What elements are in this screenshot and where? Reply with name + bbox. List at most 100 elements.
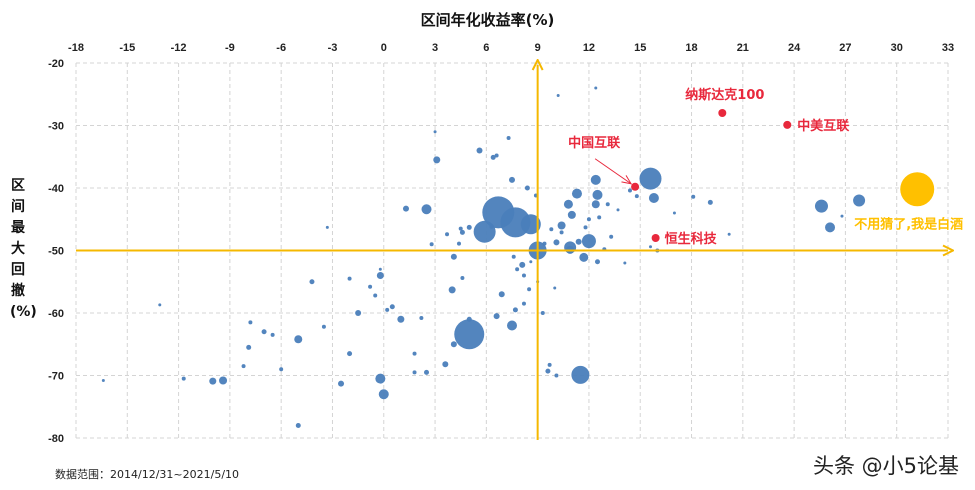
fund-bubble xyxy=(553,286,557,290)
fund-bubble xyxy=(515,267,520,272)
y-tick-label: -70 xyxy=(48,371,64,383)
fund-bubble xyxy=(429,242,434,247)
fund-bubble xyxy=(389,304,395,310)
y-tick-label: -80 xyxy=(48,433,64,445)
fund-bubble xyxy=(101,379,105,382)
fund-bubble xyxy=(456,241,461,246)
fund-bubble xyxy=(557,221,566,230)
fund-bubble xyxy=(466,224,472,230)
x-tick-label: 15 xyxy=(634,42,646,54)
fund-bubble xyxy=(511,254,516,259)
fund-bubble xyxy=(397,315,405,323)
fund-bubble xyxy=(521,301,526,306)
x-tick-label: 33 xyxy=(942,42,954,54)
highlight-point xyxy=(631,182,640,191)
fund-bubble xyxy=(559,230,564,235)
fund-bubble xyxy=(520,214,541,235)
x-tick-label: -18 xyxy=(68,42,84,54)
fund-bubble xyxy=(373,293,378,298)
x-tick-label: -3 xyxy=(328,42,338,54)
x-tick-label: 21 xyxy=(737,42,749,54)
fund-bubble xyxy=(493,313,500,320)
reference-lines xyxy=(76,65,948,440)
fund-bubble xyxy=(597,215,602,220)
x-tick-label: -15 xyxy=(119,42,135,54)
fund-bubble xyxy=(459,229,465,235)
highlight-point xyxy=(651,234,660,242)
fund-bubble xyxy=(473,220,496,243)
fund-bubble xyxy=(445,232,450,237)
x-tick-label: -6 xyxy=(276,42,286,54)
fund-bubble xyxy=(433,156,441,164)
bubble-series xyxy=(101,86,866,428)
chart-title: 区间年化收益率(%) xyxy=(420,11,555,29)
highlight-label: 纳斯达克100 xyxy=(685,87,764,103)
highlight-label: 中国互联 xyxy=(568,135,620,151)
fund-bubble xyxy=(648,193,659,203)
x-tick-label: 30 xyxy=(891,42,903,54)
fund-bubble xyxy=(545,368,551,374)
fund-bubble xyxy=(707,199,713,205)
x-tick-label: 0 xyxy=(381,42,387,54)
fund-bubble xyxy=(727,232,731,236)
fund-bubble xyxy=(609,234,614,239)
x-tick-label: 9 xyxy=(535,42,541,54)
fund-bubble xyxy=(627,188,632,193)
fund-bubble xyxy=(509,176,515,183)
fund-bubble xyxy=(375,373,386,384)
highlight-label: 恒生科技 xyxy=(665,231,718,247)
fund-bubble xyxy=(466,316,472,322)
fund-bubble xyxy=(419,316,424,320)
fund-bubble xyxy=(542,241,547,246)
fund-bubble xyxy=(592,189,603,200)
fund-bubble xyxy=(181,376,186,381)
fund-bubble xyxy=(424,369,430,375)
fund-bubble xyxy=(270,332,275,337)
fund-bubble xyxy=(248,320,253,325)
fund-bubble xyxy=(294,335,303,344)
fund-bubble xyxy=(490,154,496,160)
fund-bubble xyxy=(590,174,601,185)
highlight-point xyxy=(783,120,792,129)
fund-bubble xyxy=(594,259,600,265)
fund-bubble xyxy=(512,307,518,313)
fund-bubble xyxy=(648,245,652,249)
fund-bubble xyxy=(412,370,417,375)
fund-bubble xyxy=(825,222,836,233)
watermark: 头条 @小5论基 xyxy=(812,454,959,478)
fund-bubble xyxy=(571,188,582,199)
x-axis-ticks: -18 -15 -12 -9 -6 -3 0 3 6 9 12 15 18 21 24 27 30 33 xyxy=(68,42,954,54)
fund-bubble xyxy=(378,389,389,400)
fund-bubble xyxy=(814,199,828,213)
callout-arrow xyxy=(594,158,631,184)
fund-bubble xyxy=(529,260,533,264)
fund-bubble xyxy=(309,279,315,285)
fund-bubble xyxy=(347,276,352,281)
highlight-point xyxy=(718,109,727,117)
fund-bubble xyxy=(840,214,844,218)
fund-bubble xyxy=(634,194,639,199)
fund-bubble xyxy=(553,239,560,246)
fund-bubble xyxy=(219,376,228,385)
fund-bubble xyxy=(594,86,598,90)
x-tick-label: 12 xyxy=(583,42,595,54)
fund-bubble xyxy=(494,153,499,158)
fund-bubble xyxy=(158,303,162,307)
fund-bubble xyxy=(691,194,696,199)
x-tick-label: 3 xyxy=(432,42,438,54)
fund-bubble xyxy=(547,362,552,367)
fund-bubble xyxy=(507,320,517,331)
fund-bubble xyxy=(368,284,373,289)
fund-bubble xyxy=(458,226,463,231)
fund-bubble xyxy=(605,202,610,207)
fund-bubble xyxy=(246,344,252,350)
x-tick-label: 18 xyxy=(685,42,697,54)
fund-bubble xyxy=(402,205,409,212)
fund-bubble xyxy=(623,261,627,265)
fund-bubble xyxy=(489,224,494,229)
fund-bubble xyxy=(325,225,329,229)
fund-bubble xyxy=(498,291,505,298)
fund-bubble xyxy=(321,324,326,329)
